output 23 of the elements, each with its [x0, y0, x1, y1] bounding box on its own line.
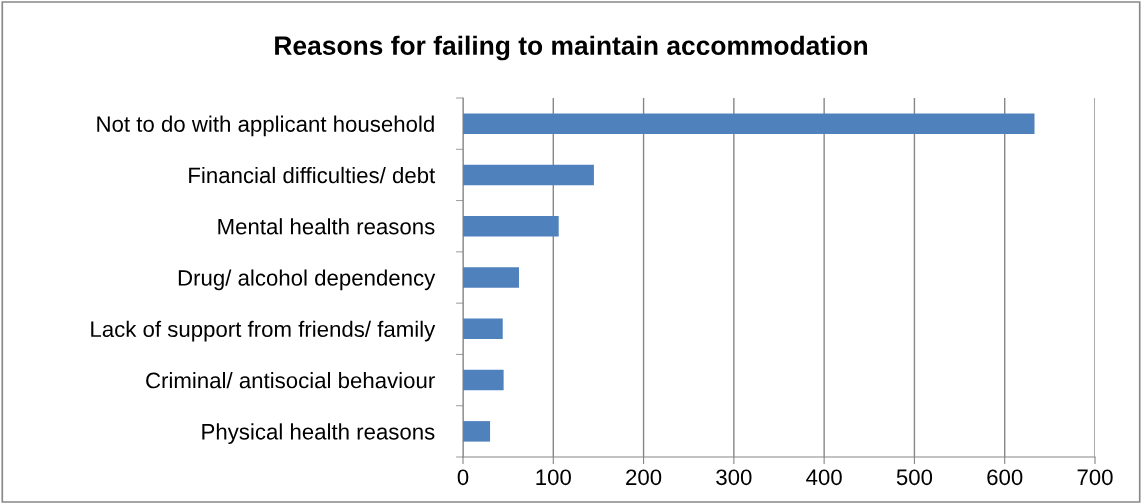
- x-tick-label: 100: [536, 469, 571, 486]
- y-tick-label: Drug/ alcohol dependency: [178, 269, 436, 291]
- bar: [463, 164, 594, 186]
- bar: [463, 113, 1035, 134]
- y-tick-label: Criminal/ antisocial behaviour: [146, 372, 435, 389]
- bar: [463, 267, 519, 288]
- x-tick-label: 200: [626, 469, 662, 486]
- y-tick-label: Not to do with applicant household: [97, 115, 434, 137]
- y-tick-label: Lack of support from friends/ family: [91, 320, 436, 342]
- x-tick-label: 600: [987, 469, 1023, 486]
- bar: [463, 215, 559, 237]
- y-tick-label: Mental health reasons: [218, 218, 435, 235]
- x-tick-label: 0: [457, 469, 469, 486]
- x-tick-label: 300: [716, 469, 752, 486]
- bar: [463, 369, 504, 391]
- x-tick-label: 700: [1077, 469, 1113, 486]
- bar: [463, 318, 503, 340]
- y-tick-label: Physical health reasons: [202, 423, 435, 445]
- x-tick-label: 500: [896, 469, 933, 486]
- chart-title: Reasons for failing to maintain accommodation: [275, 35, 868, 61]
- y-tick-label: Financial difficulties/ debt: [189, 166, 436, 184]
- bar: [463, 421, 491, 442]
- x-tick-label: 400: [806, 469, 842, 486]
